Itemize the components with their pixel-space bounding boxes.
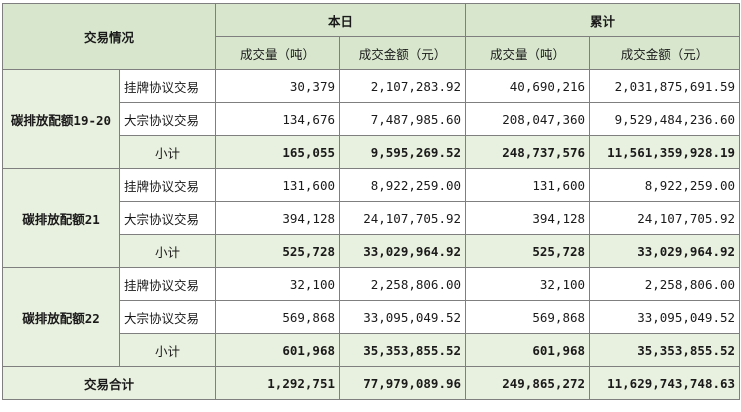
- cum-volume: 32,100: [465, 267, 591, 301]
- cum-volume: 248,737,576: [465, 135, 591, 169]
- total-row: 交易合计 1,292,751 77,979,089.96 249,865,272…: [1, 366, 741, 400]
- cum-volume: 601,968: [465, 333, 591, 367]
- today-volume: 601,968: [215, 333, 341, 367]
- subtotal-row: 小计 165,055 9,595,269.52 248,737,576 11,5…: [3, 135, 741, 169]
- today-volume: 30,379: [215, 69, 341, 103]
- trade-type: 挂牌协议交易: [118, 168, 217, 202]
- today-amount: 33,029,964.92: [339, 234, 467, 268]
- subtotal-row: 小计 601,968 35,353,855.52 601,968 35,353,…: [3, 333, 741, 367]
- header-trade-info: 交易情况: [1, 3, 217, 70]
- cum-volume: 208,047,360: [465, 102, 591, 136]
- table-row: 大宗协议交易 134,676 7,487,985.60 208,047,360 …: [3, 102, 741, 136]
- cum-volume: 40,690,216: [465, 69, 591, 103]
- header-cumulative: 累计: [465, 3, 741, 37]
- table-row: 碳排放配额22 挂牌协议交易 32,100 2,258,806.00 32,10…: [2, 267, 741, 367]
- cum-volume: 525,728: [465, 234, 591, 268]
- header-cum-amount: 成交金额（元）: [589, 36, 741, 70]
- trade-type: 挂牌协议交易: [118, 69, 217, 103]
- today-volume: 569,868: [215, 300, 341, 334]
- cum-volume: 394,128: [465, 201, 591, 235]
- cum-amount: 24,107,705.92: [589, 201, 741, 235]
- cum-amount: 2,258,806.00: [589, 267, 741, 301]
- header-row-1: 交易情况 本日 累计: [1, 3, 741, 70]
- today-amount: 77,979,089.96: [339, 366, 467, 400]
- table-row: 大宗协议交易 394,128 24,107,705.92 394,128 24,…: [3, 201, 741, 235]
- today-amount: 2,107,283.92: [339, 69, 467, 103]
- today-amount: 9,595,269.52: [339, 135, 467, 169]
- group-name: 碳排放配额19-20: [2, 69, 120, 169]
- cum-amount: 33,029,964.92: [589, 234, 741, 268]
- cum-amount: 2,031,875,691.59: [589, 69, 741, 103]
- today-volume: 1,292,751: [215, 366, 341, 400]
- trade-type: 大宗协议交易: [118, 102, 217, 136]
- today-volume: 525,728: [215, 234, 341, 268]
- today-volume: 32,100: [215, 267, 341, 301]
- today-volume: 165,055: [215, 135, 341, 169]
- subtotal-label: 小计: [118, 234, 217, 268]
- trade-type: 大宗协议交易: [118, 201, 217, 235]
- today-amount: 35,353,855.52: [339, 333, 467, 367]
- cum-amount: 11,629,743,748.63: [589, 366, 741, 400]
- header-cum-volume: 成交量（吨）: [465, 36, 591, 70]
- cum-amount: 11,561,359,928.19: [589, 135, 741, 169]
- table-row: 碳排放配额19-20 挂牌协议交易 30,379 2,107,283.92 40…: [2, 69, 741, 169]
- group-name: 碳排放配额21: [2, 168, 120, 268]
- cum-amount: 9,529,484,236.60: [589, 102, 741, 136]
- today-volume: 134,676: [215, 102, 341, 136]
- header-today-volume: 成交量（吨）: [215, 36, 341, 70]
- group-name: 碳排放配额22: [2, 267, 120, 367]
- table-row: 碳排放配额21 挂牌协议交易 131,600 8,922,259.00 131,…: [2, 168, 741, 268]
- cum-amount: 35,353,855.52: [589, 333, 741, 367]
- header-today: 本日: [215, 3, 467, 37]
- cum-volume: 569,868: [465, 300, 591, 334]
- cum-amount: 33,095,049.52: [589, 300, 741, 334]
- subtotal-row: 小计 525,728 33,029,964.92 525,728 33,029,…: [3, 234, 741, 268]
- today-amount: 2,258,806.00: [339, 267, 467, 301]
- trading-summary-table: 交易情况 本日 累计 成交量（吨） 成交金额（元） 成交量（吨） 成交金额（元）…: [1, 3, 741, 400]
- today-volume: 131,600: [215, 168, 341, 202]
- cum-volume: 249,865,272: [465, 366, 591, 400]
- cum-volume: 131,600: [465, 168, 591, 202]
- today-volume: 394,128: [215, 201, 341, 235]
- today-amount: 8,922,259.00: [339, 168, 467, 202]
- table-row: 大宗协议交易 569,868 33,095,049.52 569,868 33,…: [3, 300, 741, 334]
- today-amount: 24,107,705.92: [339, 201, 467, 235]
- cum-amount: 8,922,259.00: [589, 168, 741, 202]
- today-amount: 33,095,049.52: [339, 300, 467, 334]
- header-row-2: 成交量（吨） 成交金额（元） 成交量（吨） 成交金额（元）: [3, 36, 741, 70]
- subtotal-label: 小计: [118, 135, 217, 169]
- header-today-amount: 成交金额（元）: [339, 36, 467, 70]
- trade-type: 大宗协议交易: [118, 300, 217, 334]
- today-amount: 7,487,985.60: [339, 102, 467, 136]
- trade-type: 挂牌协议交易: [118, 267, 217, 301]
- subtotal-label: 小计: [118, 333, 217, 367]
- total-label: 交易合计: [1, 366, 217, 400]
